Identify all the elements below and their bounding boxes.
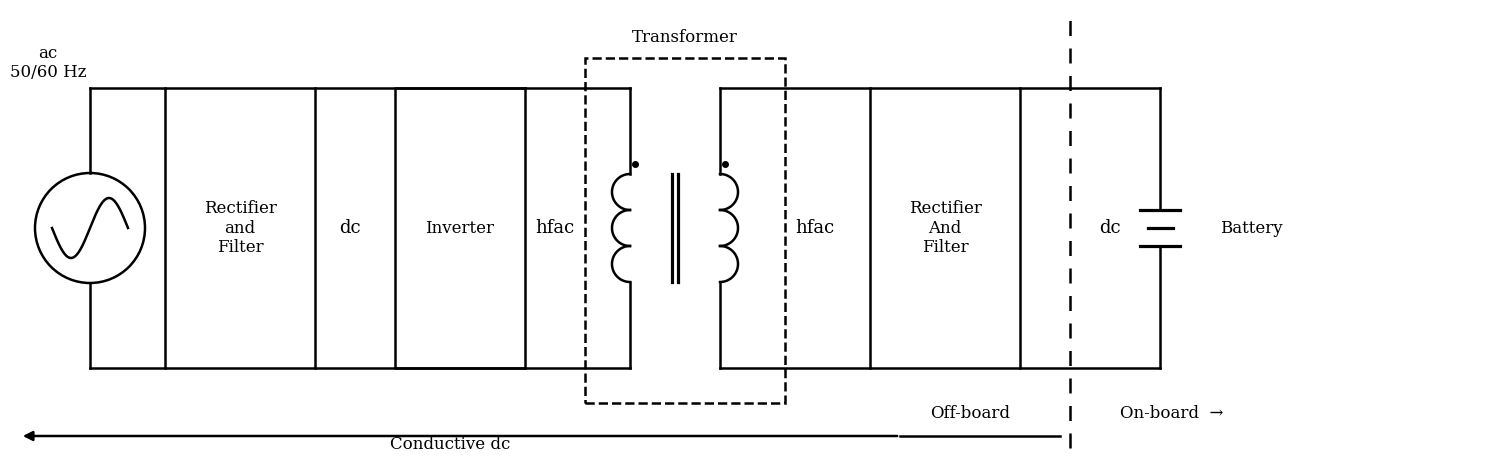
Text: Off-board: Off-board xyxy=(930,404,1010,421)
Text: dc: dc xyxy=(1100,219,1120,237)
Text: On-board  →: On-board → xyxy=(1120,404,1223,421)
Text: Battery: Battery xyxy=(1220,219,1283,236)
Text: Rectifier
And
Filter: Rectifier And Filter xyxy=(909,200,982,256)
Text: hfac: hfac xyxy=(536,219,574,237)
Bar xyxy=(395,88,525,368)
Text: ac
50/60 Hz: ac 50/60 Hz xyxy=(10,45,87,82)
Text: Conductive dc: Conductive dc xyxy=(389,436,510,453)
Bar xyxy=(585,58,785,403)
Text: Inverter: Inverter xyxy=(425,219,494,236)
Text: Transformer: Transformer xyxy=(633,29,739,47)
Text: dc: dc xyxy=(339,219,361,237)
Text: Rectifier
and
Filter: Rectifier and Filter xyxy=(203,200,276,256)
Text: hfac: hfac xyxy=(795,219,834,237)
Bar xyxy=(166,88,315,368)
Bar xyxy=(870,88,1021,368)
